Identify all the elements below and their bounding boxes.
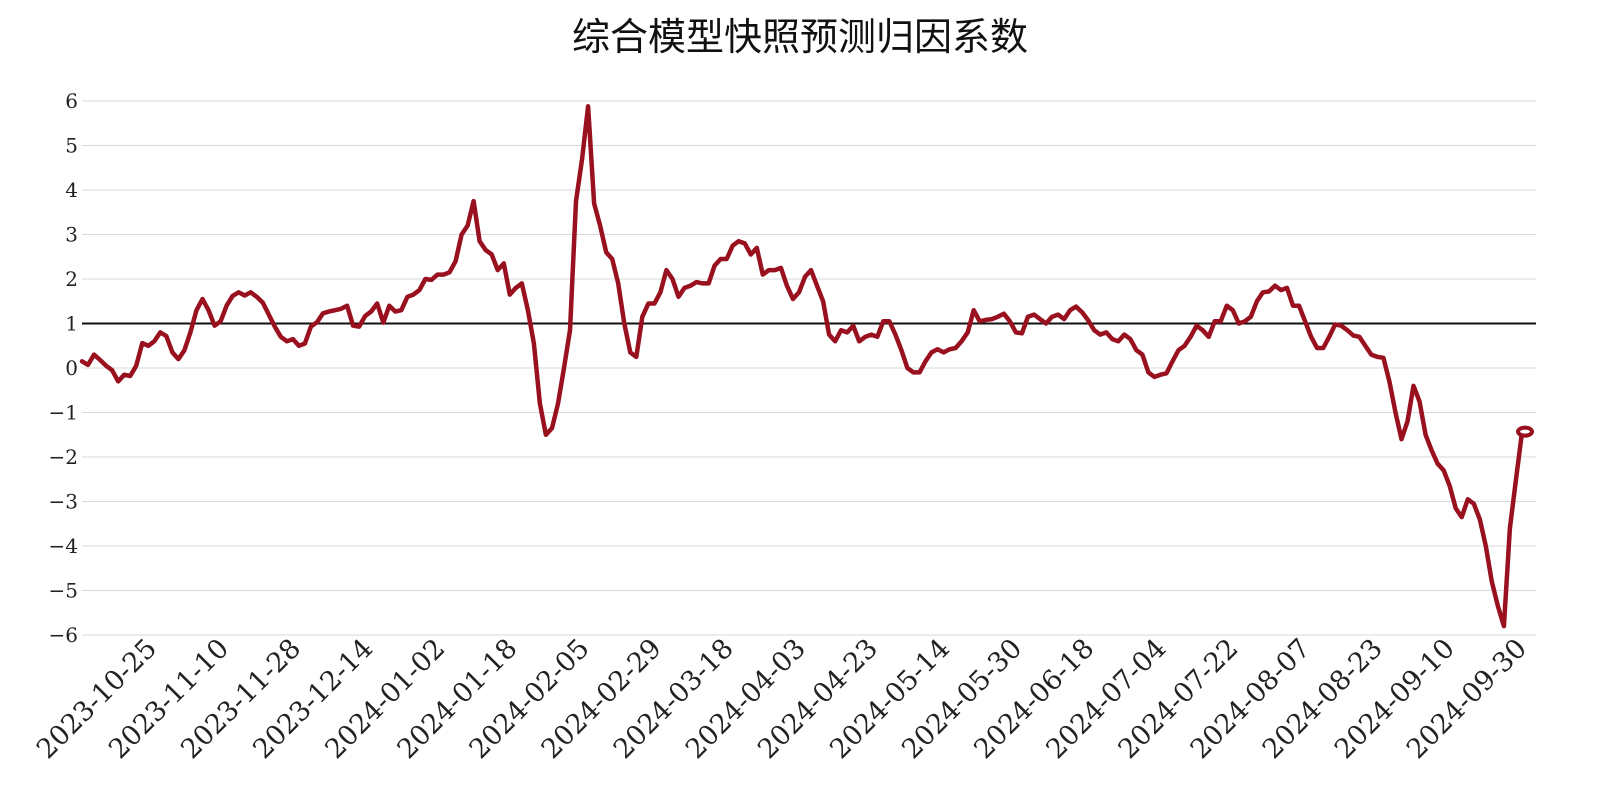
y-tick-label: 2 bbox=[65, 267, 78, 291]
x-axis-ticks: 2023-10-252023-11-102023-11-282023-12-14… bbox=[31, 633, 1533, 765]
y-tick-label: −1 bbox=[49, 401, 78, 425]
y-tick-label: −5 bbox=[49, 579, 78, 603]
y-tick-label: −3 bbox=[49, 490, 78, 514]
y-tick-label: 0 bbox=[65, 356, 78, 380]
y-tick-label: −2 bbox=[49, 445, 78, 469]
y-tick-label: 5 bbox=[65, 134, 78, 158]
y-axis-ticks: 6 5 4 3 2 1 0 −1 −2 −3 −4 −5 −6 bbox=[49, 89, 78, 647]
y-tick-label: 3 bbox=[65, 223, 78, 247]
chart-title: 综合模型快照预测归因系数 bbox=[572, 15, 1028, 59]
y-tick-label: −6 bbox=[49, 623, 78, 647]
y-tick-label: −4 bbox=[49, 534, 78, 558]
series-line bbox=[79, 104, 1531, 629]
gridlines bbox=[82, 100, 1536, 636]
y-tick-label: 6 bbox=[65, 89, 78, 113]
y-tick-label: 1 bbox=[65, 312, 78, 336]
series-end-marker bbox=[1516, 425, 1534, 438]
y-tick-label: 4 bbox=[65, 178, 78, 202]
